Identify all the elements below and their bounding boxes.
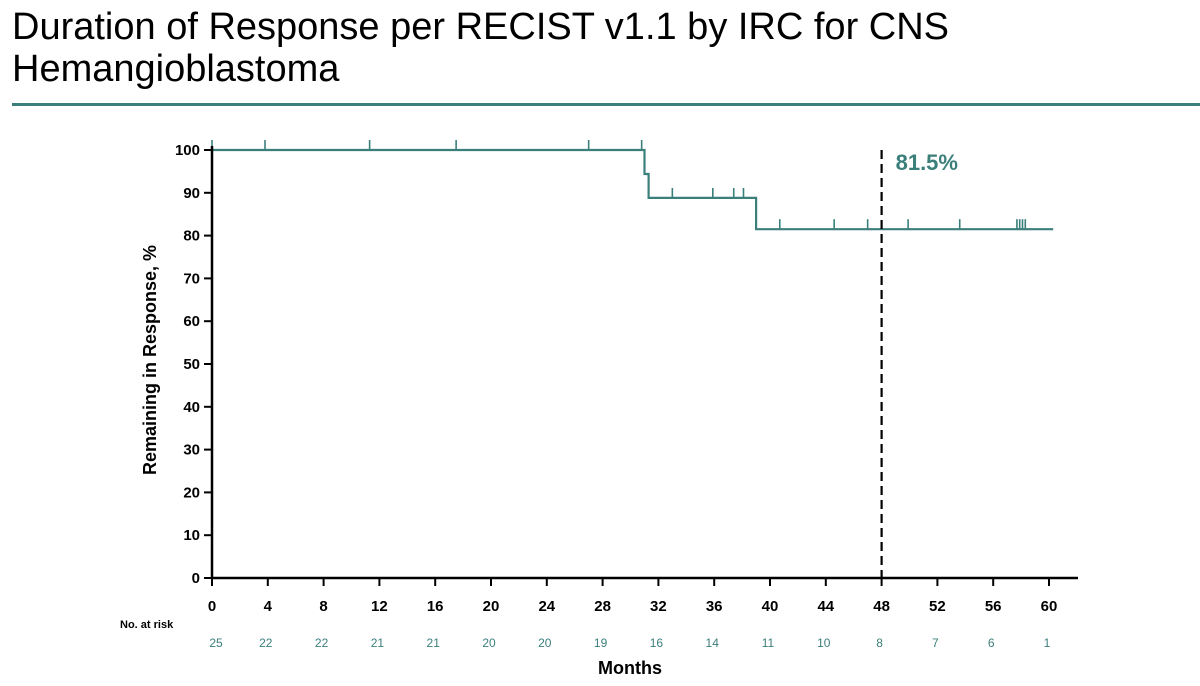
x-tick-label: 12 bbox=[371, 598, 388, 615]
risk-value: 20 bbox=[482, 636, 496, 650]
x-tick-label: 0 bbox=[208, 598, 216, 615]
risk-table-label: No. at risk bbox=[120, 619, 174, 631]
y-tick-label: 70 bbox=[183, 270, 200, 287]
risk-value: 21 bbox=[371, 636, 385, 650]
risk-value: 1 bbox=[1044, 636, 1051, 650]
y-tick-label: 10 bbox=[183, 527, 200, 544]
risk-value: 14 bbox=[706, 636, 720, 650]
y-tick-label: 30 bbox=[183, 442, 200, 459]
risk-value: 21 bbox=[427, 636, 441, 650]
x-tick-label: 44 bbox=[817, 598, 834, 615]
risk-value: 7 bbox=[932, 636, 939, 650]
x-tick-label: 32 bbox=[650, 598, 667, 615]
annotation-label: 81.5% bbox=[896, 150, 958, 175]
x-tick-label: 16 bbox=[427, 598, 444, 615]
x-tick-label: 40 bbox=[762, 598, 779, 615]
risk-value: 11 bbox=[762, 636, 775, 650]
x-tick-label: 8 bbox=[319, 598, 327, 615]
risk-value: 16 bbox=[650, 636, 664, 650]
x-tick-label: 48 bbox=[873, 598, 890, 615]
y-tick-label: 80 bbox=[183, 228, 200, 245]
x-tick-label: 56 bbox=[985, 598, 1002, 615]
risk-value: 20 bbox=[538, 636, 552, 650]
y-tick-label: 50 bbox=[183, 356, 200, 373]
risk-value: 6 bbox=[988, 636, 995, 650]
x-tick-label: 20 bbox=[483, 598, 500, 615]
risk-value: 10 bbox=[817, 636, 831, 650]
x-tick-label: 60 bbox=[1041, 598, 1058, 615]
y-tick-label: 100 bbox=[175, 142, 200, 159]
axis-layer bbox=[204, 146, 1078, 586]
y-tick-label: 60 bbox=[183, 313, 200, 330]
y-tick-label: 20 bbox=[183, 484, 200, 501]
x-tick-label: 24 bbox=[538, 598, 555, 615]
x-tick-label: 36 bbox=[706, 598, 723, 615]
page-title: Duration of Response per RECIST v1.1 by … bbox=[12, 6, 950, 90]
y-tick-label: 40 bbox=[183, 399, 200, 416]
y-axis-title: Remaining in Response, % bbox=[140, 245, 160, 475]
risk-value: 8 bbox=[876, 636, 883, 650]
risk-value: 25 bbox=[209, 636, 223, 650]
x-axis-title: Months bbox=[598, 658, 662, 678]
x-tick-label: 52 bbox=[929, 598, 946, 615]
x-tick-label: 4 bbox=[264, 598, 273, 615]
title-divider bbox=[12, 103, 1200, 106]
risk-value: 19 bbox=[594, 636, 608, 650]
y-tick-label: 0 bbox=[192, 570, 200, 587]
risk-value: 22 bbox=[315, 636, 329, 650]
risk-value: 22 bbox=[259, 636, 273, 650]
km-curve-line bbox=[212, 148, 1054, 231]
curve-layer bbox=[211, 140, 1054, 578]
x-tick-label: 28 bbox=[594, 598, 611, 615]
y-tick-label: 90 bbox=[183, 185, 200, 202]
